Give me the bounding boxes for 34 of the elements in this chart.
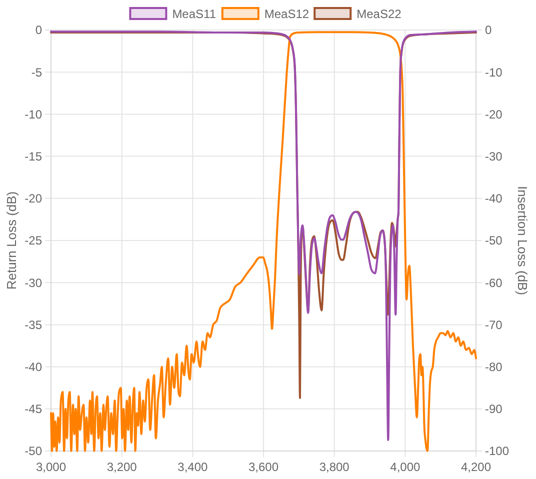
y-tick-label: -5 <box>31 65 42 80</box>
y-tick-label: -35 <box>24 318 42 332</box>
legend-label: MeaS22 <box>356 7 402 22</box>
y2-tick-label: 0 <box>485 23 492 38</box>
y-tick-label: -50 <box>24 444 42 458</box>
legend-label: MeaS11 <box>172 7 216 22</box>
y-axis-title: Return Loss (dB) <box>4 191 19 290</box>
y-tick-label: -45 <box>24 402 42 416</box>
x-tick-label: 3,600 <box>248 460 279 474</box>
y2-tick-label: -20 <box>485 107 503 122</box>
y-tick-label: -30 <box>24 276 42 290</box>
y-tick-label: -25 <box>24 234 42 248</box>
x-tick-label: 3,800 <box>319 460 350 474</box>
x-tick-label: 4,000 <box>390 460 421 474</box>
y-tick-label: -40 <box>24 360 42 374</box>
x-tick-label: 4,200 <box>460 460 492 474</box>
y2-tick-label: -60 <box>485 276 503 290</box>
y-tick-label: -15 <box>24 150 42 164</box>
y2-tick-label: -30 <box>485 150 503 164</box>
y2-tick-label: -70 <box>485 318 503 332</box>
x-tick-label: 3,000 <box>36 460 66 474</box>
y-tick-label: -20 <box>24 192 42 206</box>
y2-tick-label: -80 <box>485 360 503 374</box>
x-tick-label: 3,200 <box>106 460 138 474</box>
y2-tick-label: -90 <box>485 402 503 416</box>
x-tick-label: 3,400 <box>178 460 208 474</box>
y-tick-label: -10 <box>24 107 42 122</box>
y2-tick-label: -40 <box>485 192 503 206</box>
y2-tick-label: -10 <box>485 65 503 80</box>
y2-axis-title: Insertion Loss (dB) <box>515 186 530 296</box>
legend-label: MeaS12 <box>264 7 310 22</box>
y-tick-label: 0 <box>35 23 42 38</box>
y2-tick-label: -50 <box>485 234 503 248</box>
y2-tick-label: -100 <box>485 444 510 458</box>
